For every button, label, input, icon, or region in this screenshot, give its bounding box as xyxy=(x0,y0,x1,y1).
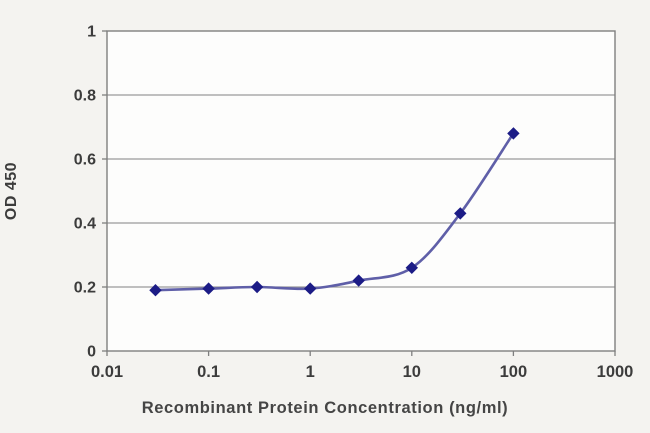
x-tick-label: 0.01 xyxy=(91,363,123,381)
x-tick-label: 1000 xyxy=(597,363,634,381)
y-tick-label: 0.6 xyxy=(74,152,96,169)
data-point-marker xyxy=(202,282,215,295)
y-tick-label: 0.2 xyxy=(74,280,96,297)
plot-frame xyxy=(106,30,616,352)
data-point-marker xyxy=(352,274,365,287)
data-point-marker xyxy=(250,280,264,294)
data-point-marker xyxy=(303,282,317,295)
data-point-marker xyxy=(149,283,162,297)
x-tick-label: 100 xyxy=(500,363,528,381)
y-tick-label: 1 xyxy=(87,24,96,41)
y-axis-title: OD 450 xyxy=(3,161,20,221)
data-point-marker xyxy=(454,207,467,220)
data-point-marker xyxy=(507,127,520,140)
data-point-marker xyxy=(405,261,419,275)
y-tick-label: 0 xyxy=(87,344,96,361)
x-axis-title: Recombinant Protein Concentration (ng/ml… xyxy=(141,399,509,417)
y-tick-label: 0.4 xyxy=(74,216,96,233)
plot-background xyxy=(107,31,615,351)
x-tick-label: 0.1 xyxy=(197,363,220,381)
x-tick-label: 10 xyxy=(403,363,421,381)
x-tick-label: 1 xyxy=(306,363,315,381)
y-tick-label: 0.8 xyxy=(74,88,96,105)
